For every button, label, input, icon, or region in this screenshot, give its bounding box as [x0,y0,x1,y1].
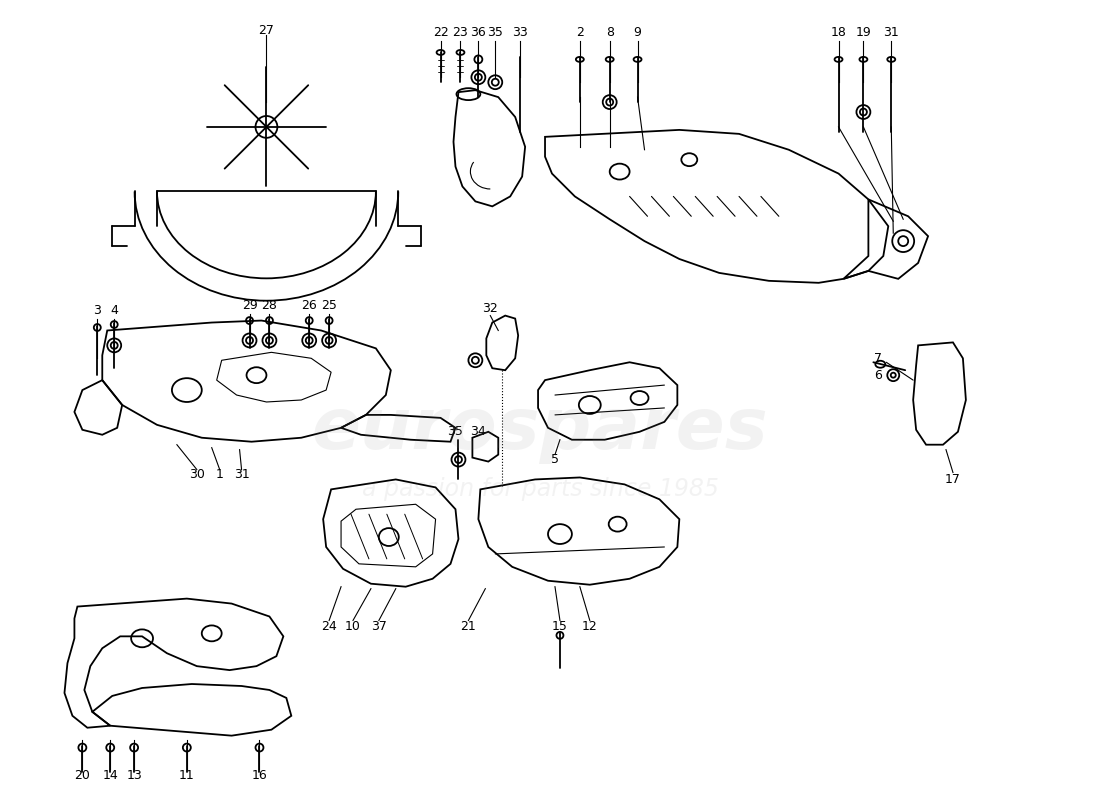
Text: 1: 1 [216,468,223,481]
Text: eurospares: eurospares [311,395,769,464]
Text: 5: 5 [551,453,559,466]
Text: 30: 30 [189,468,205,481]
Text: 32: 32 [483,302,498,315]
Text: 6: 6 [874,369,882,382]
Text: 29: 29 [242,299,257,312]
Text: 23: 23 [452,26,469,39]
Text: 2: 2 [576,26,584,39]
Text: 14: 14 [102,769,118,782]
Text: 21: 21 [461,620,476,633]
Text: 16: 16 [252,769,267,782]
Text: 28: 28 [262,299,277,312]
Text: 9: 9 [634,26,641,39]
Text: 10: 10 [345,620,361,633]
Text: 35: 35 [448,426,463,438]
Text: 4: 4 [110,304,118,317]
Text: 8: 8 [606,26,614,39]
Text: 3: 3 [94,304,101,317]
Text: 37: 37 [371,620,387,633]
Text: 34: 34 [471,426,486,438]
Text: 12: 12 [582,620,597,633]
Text: 33: 33 [513,26,528,39]
Text: 19: 19 [856,26,871,39]
Text: 27: 27 [258,24,274,37]
Text: 31: 31 [233,468,250,481]
Text: 20: 20 [75,769,90,782]
Text: 24: 24 [321,620,337,633]
Text: 7: 7 [874,352,882,365]
Text: 35: 35 [487,26,503,39]
Text: a passion for parts since 1985: a passion for parts since 1985 [362,478,718,502]
Text: 26: 26 [301,299,317,312]
Text: 15: 15 [552,620,568,633]
Text: 17: 17 [945,473,961,486]
Text: 13: 13 [126,769,142,782]
Text: 25: 25 [321,299,337,312]
Text: 31: 31 [883,26,899,39]
Text: 36: 36 [471,26,486,39]
Text: 22: 22 [432,26,449,39]
Text: 11: 11 [179,769,195,782]
Text: 18: 18 [830,26,847,39]
